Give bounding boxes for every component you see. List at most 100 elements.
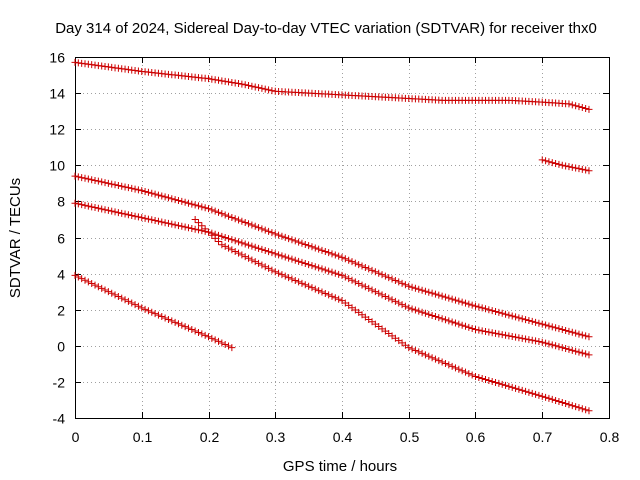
data-point (532, 337, 540, 345)
data-point (235, 216, 243, 224)
data-point (235, 249, 243, 257)
data-point (458, 321, 466, 329)
data-point (74, 173, 82, 181)
data-point (191, 225, 199, 233)
data-point (78, 275, 86, 283)
data-point (528, 336, 536, 344)
data-point (505, 332, 513, 340)
data-point (265, 264, 273, 272)
data-point (418, 308, 426, 316)
data-point (441, 316, 449, 324)
data-point (401, 302, 409, 310)
y-tick-label: 6 (57, 231, 65, 247)
data-point (238, 80, 246, 88)
axis-ticks: 0 0.1 0.2 0.3 0.4 0.5 0.6 0.7 0.8 -4 -2 0 2 4 6 8 10 12 14… (49, 50, 619, 446)
data-point (498, 309, 506, 317)
data-point (532, 318, 540, 326)
data-point (124, 211, 132, 219)
data-point (144, 307, 152, 315)
x-tick-label: 0.3 (266, 429, 286, 445)
data-point (438, 358, 446, 366)
data-point (311, 244, 319, 252)
data-point (194, 328, 202, 336)
data-point (502, 381, 510, 389)
data-point (542, 321, 550, 329)
data-point (121, 210, 129, 218)
data-point (74, 273, 82, 281)
data-point (348, 276, 356, 284)
data-point (371, 288, 379, 296)
y-tick-label: 16 (49, 50, 65, 66)
data-point (568, 328, 576, 336)
data-point (108, 207, 116, 215)
y-tick-label: 0 (57, 339, 65, 355)
data-point (578, 165, 586, 173)
data-point (478, 304, 486, 312)
data-point (298, 258, 306, 266)
y-tick-label: 8 (57, 194, 65, 210)
data-point (124, 184, 132, 192)
data-point (158, 192, 166, 200)
data-point (178, 222, 186, 230)
data-point (154, 191, 162, 199)
data-point (285, 235, 293, 243)
data-point (441, 293, 449, 301)
data-point (558, 344, 566, 352)
data-point (505, 311, 513, 319)
data-point (475, 303, 483, 311)
data-point (144, 215, 152, 223)
data-point (184, 199, 192, 207)
data-point (84, 202, 92, 210)
data-point (258, 245, 266, 253)
data-point (71, 172, 79, 180)
data-point (275, 269, 283, 277)
data-point (572, 403, 580, 411)
data-point (535, 338, 543, 346)
data-point (415, 348, 423, 356)
data-point (572, 329, 580, 337)
data-point (245, 220, 253, 228)
data-point (318, 265, 326, 273)
data-point (251, 83, 259, 91)
data-point (538, 338, 546, 346)
data-point (518, 386, 526, 394)
data-point (418, 349, 426, 357)
data-point (475, 373, 483, 381)
data-point (108, 289, 116, 297)
data-point (438, 315, 446, 323)
data-point (111, 181, 119, 189)
data-point (578, 349, 586, 357)
data-point (552, 342, 560, 350)
data-point (285, 274, 293, 282)
data-point (391, 297, 399, 305)
data-point (211, 207, 219, 215)
data-point (188, 200, 196, 208)
data-point (94, 177, 102, 185)
data-point (515, 385, 523, 393)
data-point (542, 157, 550, 165)
data-point (218, 210, 226, 218)
data-points (71, 58, 593, 415)
data-point (345, 275, 353, 283)
data-point (388, 275, 396, 283)
data-point (538, 156, 546, 164)
data-point (438, 292, 446, 300)
data-point (368, 266, 376, 274)
data-point (225, 78, 233, 86)
data-point (141, 187, 149, 195)
data-point (241, 253, 249, 261)
data-point (568, 101, 576, 109)
data-point (545, 340, 553, 348)
data-point (351, 259, 359, 267)
data-point (261, 85, 269, 93)
data-point (255, 84, 263, 92)
series-track-3 (71, 172, 593, 341)
data-point (411, 346, 419, 354)
data-point (428, 289, 436, 297)
data-point (445, 361, 453, 369)
data-point (308, 284, 316, 292)
y-tick-label: 2 (57, 303, 65, 319)
data-point (261, 263, 269, 271)
data-point (528, 317, 536, 325)
data-point (545, 158, 553, 166)
